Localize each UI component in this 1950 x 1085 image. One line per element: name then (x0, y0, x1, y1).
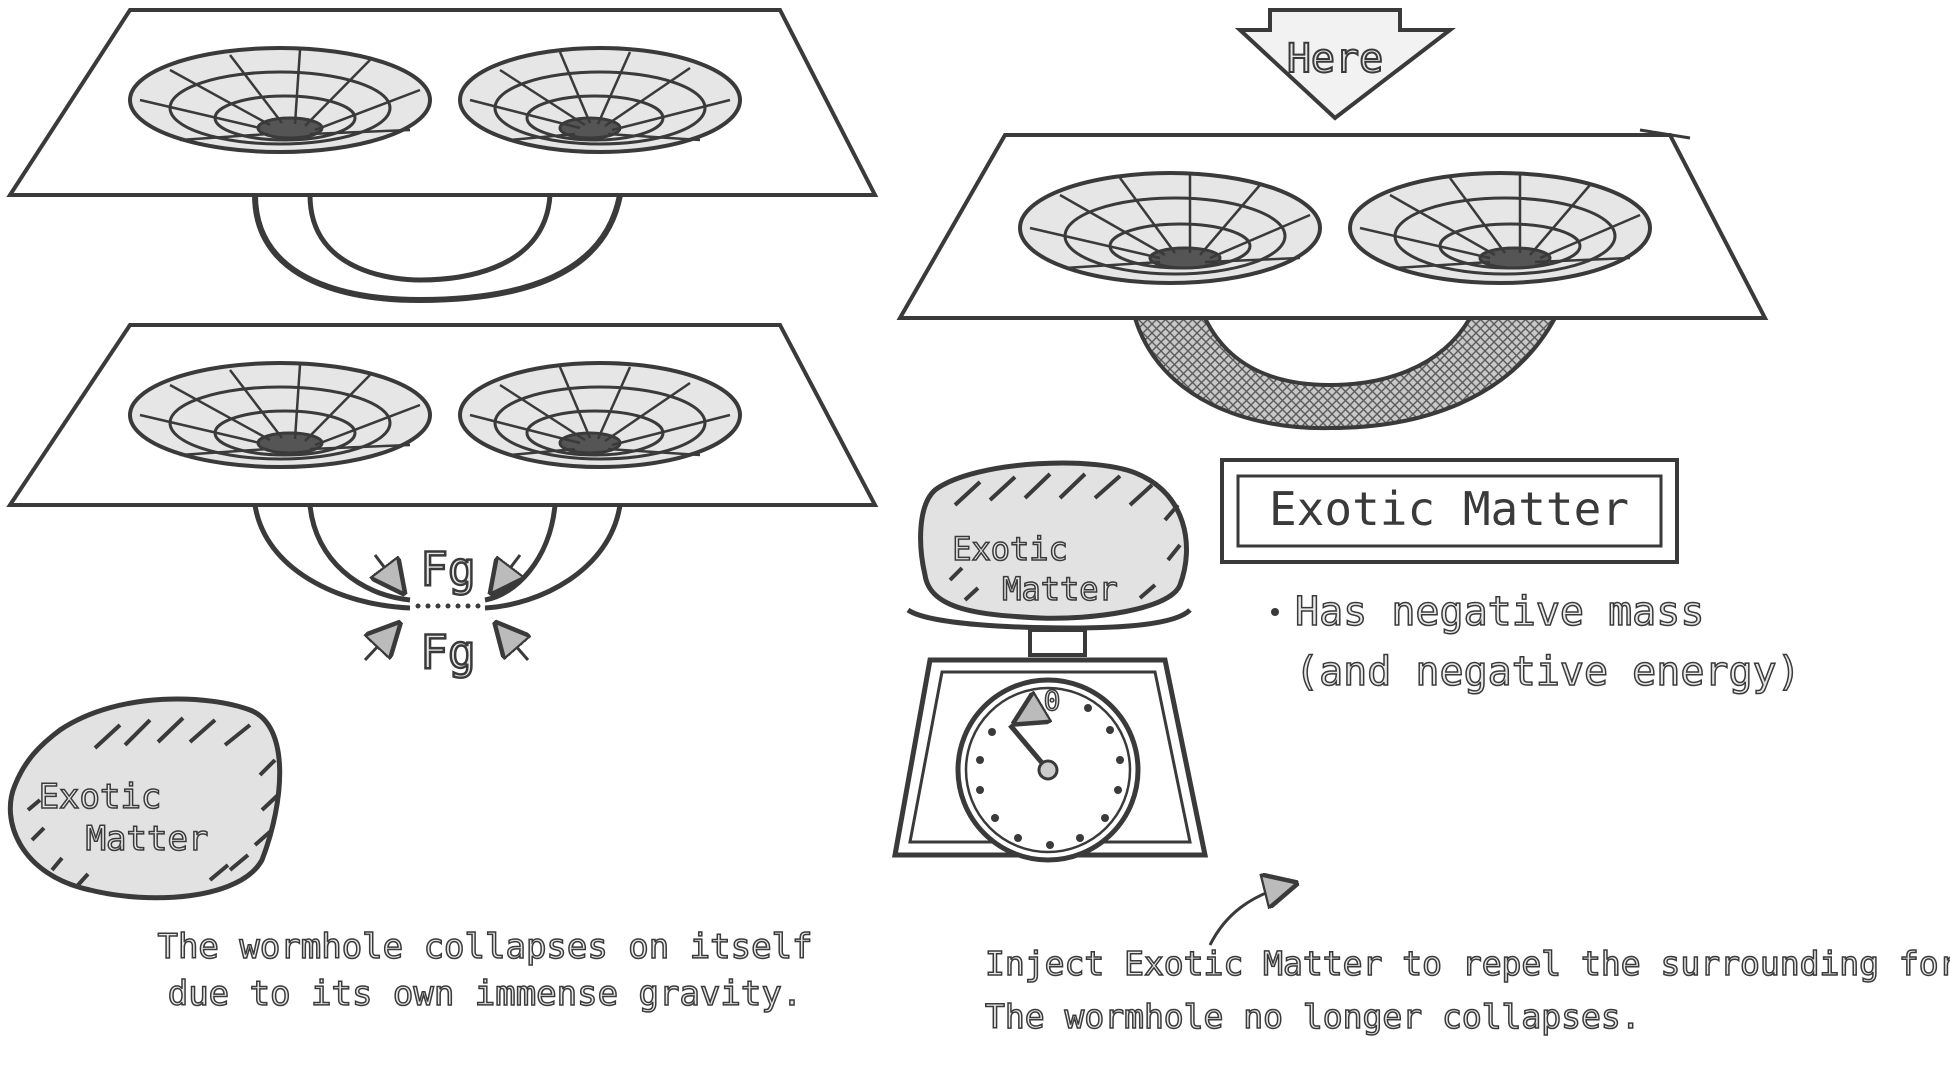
force-arrow-bottom-right (500, 628, 528, 661)
bullet-line1: Has negative mass (1295, 589, 1704, 635)
weighing-scale: Exotic Matter 0 (892, 460, 1209, 863)
wormhole-diagram-stabilized (896, 128, 1769, 431)
force-arrow-bottom-left (365, 628, 395, 662)
blob-label-line1: Exotic (39, 777, 162, 817)
wormhole-diagram-collapsing: Fg Fg (6, 323, 879, 680)
collapse-caption-line2: due to its own immense gravity. (168, 974, 803, 1014)
funnel-left-3 (1018, 171, 1322, 285)
force-label-top: Fg (420, 542, 475, 596)
collapse-caption-line1: The wormhole collapses on itself (157, 927, 812, 967)
caption-pointer-arrow (1208, 885, 1290, 946)
scale-label-line1: Exotic (952, 530, 1068, 568)
stabilized-caption-line1: Inject Exotic Matter to repel the surrou… (985, 944, 1950, 983)
funnel-right-3 (1348, 171, 1652, 285)
force-arrow-top-right (495, 554, 520, 588)
funnel-right (458, 46, 742, 154)
here-arrow: Here (1234, 8, 1456, 121)
dial-ticks (976, 704, 1124, 849)
funnel-right-2 (458, 361, 742, 469)
dial-value: 0 (1044, 684, 1061, 717)
exotic-matter-blob: Exotic Matter (7, 696, 283, 901)
wormhole-diagram-top (6, 8, 879, 304)
stabilized-caption-line2: The wormhole no longer collapses. (985, 997, 1641, 1036)
force-arrow-top-left (375, 554, 400, 588)
definition-title: Exotic Matter (1269, 482, 1629, 536)
exotic-matter-definition-box: Exotic Matter (1220, 458, 1679, 564)
bullet-dot (1271, 608, 1279, 616)
blob-label-line2: Matter (86, 819, 209, 859)
here-arrow-label: Here (1287, 36, 1383, 82)
funnel-left (128, 46, 432, 154)
pinch-dots (415, 603, 481, 609)
force-label-bottom: Fg (420, 625, 475, 679)
scale-exotic-matter-blob (918, 460, 1189, 621)
funnel-left-2 (128, 361, 432, 469)
scale-label-line2: Matter (1002, 570, 1118, 608)
bullet-line2: (and negative energy) (1295, 649, 1801, 695)
exotic-matter-throat (1132, 316, 1559, 431)
